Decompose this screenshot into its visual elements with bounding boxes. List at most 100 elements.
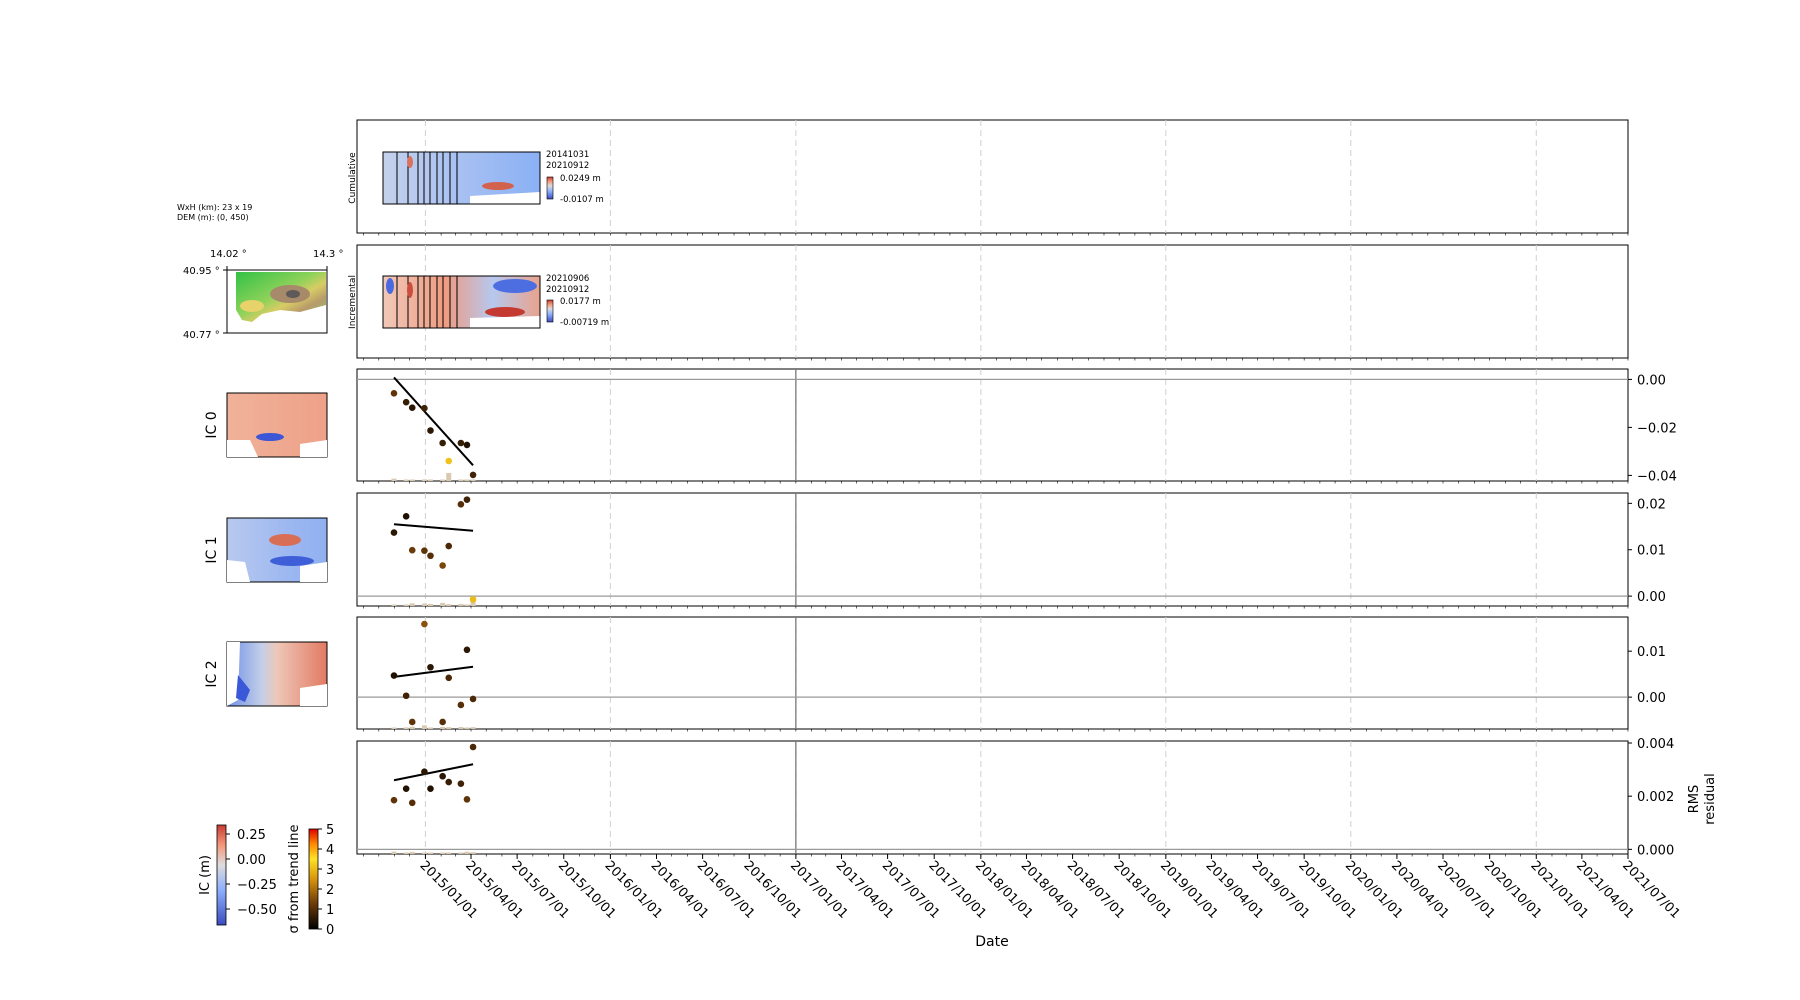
data-point — [390, 672, 398, 679]
data-point — [421, 620, 428, 628]
data-point — [439, 439, 446, 447]
data-point — [390, 529, 398, 536]
series-3: 0.000 0.002 0.004 — [357, 737, 1674, 858]
sigma-bar — [464, 479, 470, 481]
sigma-bar — [421, 479, 427, 481]
ic0-label: IC 0 — [204, 411, 220, 438]
sigma-bar — [446, 604, 452, 606]
sigma-bar — [440, 479, 446, 481]
data-point — [427, 552, 434, 560]
panel-frame — [356, 119, 1629, 234]
trend-line — [393, 665, 474, 678]
incremental-ylabel: Incremental — [348, 275, 358, 329]
data-point — [445, 674, 453, 682]
dem-map — [226, 269, 328, 334]
ic2-label: IC 2 — [204, 660, 220, 687]
sigma-bar — [391, 478, 397, 481]
y-tick-label: 0.000 — [1637, 843, 1674, 858]
data-point — [445, 457, 453, 465]
data-point — [421, 404, 428, 412]
sigma-bar — [391, 604, 397, 606]
sigma-bar — [409, 479, 415, 481]
rms-label-line2: residual — [1703, 773, 1718, 825]
incremental-thumbnails — [382, 275, 541, 329]
sigma-bar — [440, 852, 446, 854]
rms-label-line1: RMS — [1687, 785, 1702, 814]
series-1: 0.00 0.01 0.02 — [357, 496, 1666, 606]
ic-colorbar-ticks: 0.25 0.00 −0.25 −0.50 — [226, 828, 277, 918]
sigma-bar — [470, 727, 476, 729]
sigma-colorbar-ticks: 5 4 3 2 1 0 — [318, 823, 334, 938]
data-point — [469, 743, 477, 751]
sigma-bar — [427, 727, 433, 729]
sigma-bar — [427, 852, 433, 854]
sigma-bar — [470, 479, 476, 481]
ic-colorbar-label: IC (m) — [198, 855, 213, 895]
y-tick-label: 0.00 — [1637, 373, 1666, 388]
sigma-bar — [391, 727, 397, 729]
sigma-tick-label: 4 — [326, 843, 334, 858]
incremental-colorbar — [546, 299, 554, 323]
y-tick-label: 0.02 — [1637, 497, 1666, 512]
data-point — [457, 701, 465, 709]
panel-4 — [356, 616, 1629, 732]
dem-lon-left: 14.02 ° — [210, 249, 247, 260]
ic1-label: IC 1 — [204, 536, 220, 563]
panel-frame — [356, 616, 1629, 730]
data-point — [427, 785, 434, 793]
sigma-bar — [427, 603, 433, 606]
data-point — [439, 718, 446, 726]
incremental-date-end: 20210912 — [546, 285, 589, 295]
cumulative-date-end: 20210912 — [546, 161, 589, 171]
dem-size-text: WxH (km): 23 x 19 — [177, 203, 252, 212]
data-point — [457, 439, 465, 447]
time-series-panels: 0.00−0.02−0.040.000.010.020.000.010.0000… — [356, 119, 1677, 858]
cumulative-ylabel: Cumulative — [348, 152, 358, 204]
data-point — [408, 546, 416, 554]
panel-frame — [356, 244, 1629, 359]
y-tick-label: 0.01 — [1637, 645, 1666, 660]
cumulative-colorbar — [546, 176, 554, 200]
dem-lat-top: 40.95 ° — [183, 266, 220, 277]
trend-line — [393, 376, 474, 466]
panel-1 — [356, 244, 1629, 361]
sigma-bar — [409, 726, 415, 729]
data-point — [408, 799, 416, 807]
sigma-bar — [403, 852, 409, 854]
sigma-bar — [470, 852, 476, 854]
sigma-bar — [458, 603, 464, 606]
data-point — [439, 772, 446, 780]
data-point — [402, 785, 410, 793]
ic-colorbar — [216, 824, 227, 926]
data-point — [390, 390, 398, 397]
panel-frame — [356, 368, 1629, 482]
sigma-bar — [403, 479, 409, 481]
data-point — [445, 778, 453, 786]
data-point — [390, 796, 398, 804]
sigma-bar — [464, 727, 470, 729]
sigma-bar — [409, 603, 415, 606]
data-point — [469, 596, 477, 603]
sigma-bar — [427, 479, 433, 481]
panel-frame — [356, 740, 1629, 855]
sigma-bar — [446, 727, 452, 729]
sigma-tick-label: 5 — [326, 823, 334, 838]
panel-5 — [356, 740, 1629, 857]
y-tick-label: 0.00 — [1637, 691, 1666, 706]
dem-range-text: DEM (m): (0, 450) — [177, 213, 249, 222]
y-tick-label: −0.02 — [1637, 421, 1677, 436]
sigma-bar — [440, 602, 446, 606]
data-point — [402, 398, 410, 406]
sigma-tick-label: 2 — [326, 883, 334, 898]
dem-lon-right: 14.3 ° — [313, 249, 343, 260]
data-point — [421, 547, 428, 554]
data-point — [457, 500, 465, 508]
sigma-bar — [421, 725, 427, 729]
ic-tick-label: −0.50 — [237, 903, 277, 918]
data-point — [463, 646, 471, 654]
sigma-bar — [403, 604, 409, 606]
series-2: 0.00 0.01 — [357, 620, 1666, 729]
sigma-tick-label: 0 — [326, 923, 334, 938]
sigma-bar — [391, 851, 397, 854]
